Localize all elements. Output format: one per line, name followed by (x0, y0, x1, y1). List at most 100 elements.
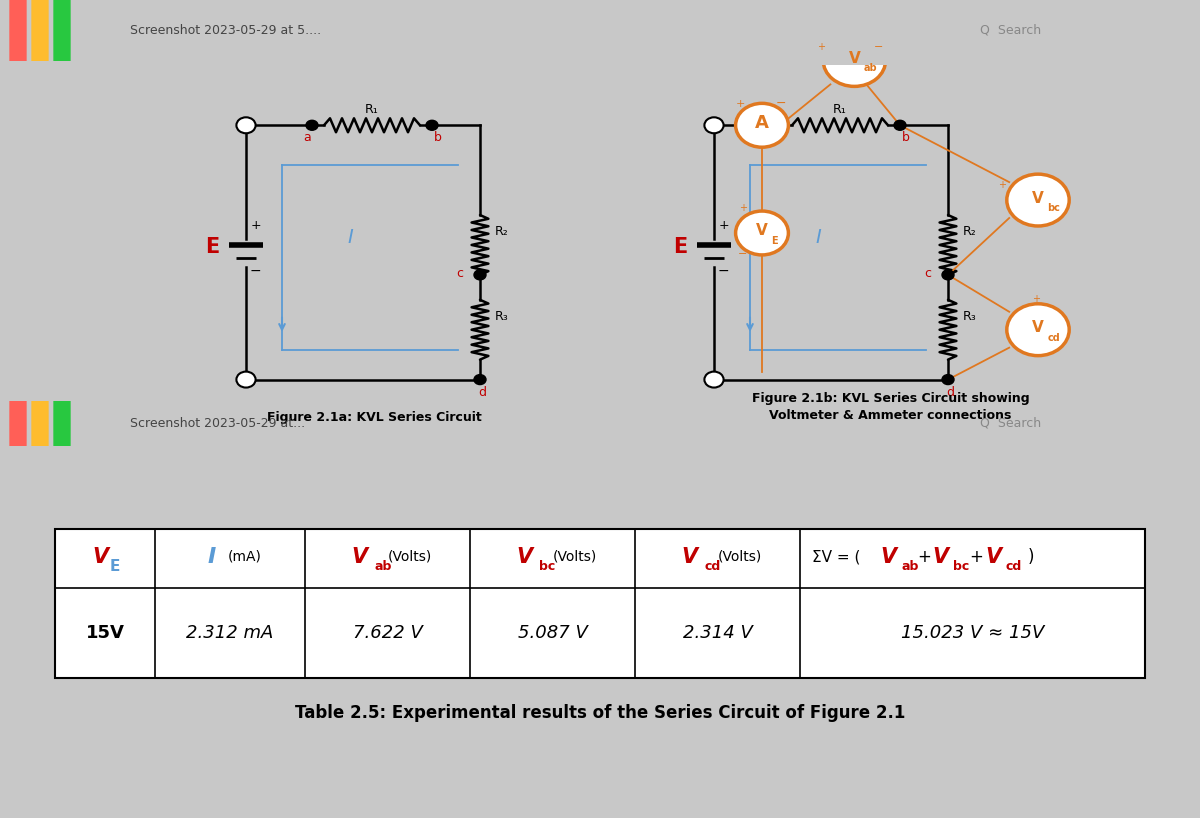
Text: +: + (251, 219, 260, 232)
Text: Q  Search: Q Search (980, 417, 1042, 429)
Text: cd: cd (1006, 560, 1022, 573)
Text: d: d (947, 385, 954, 398)
Text: Voltmeter & Ammeter connections: Voltmeter & Ammeter connections (769, 410, 1012, 422)
Text: V: V (1032, 191, 1044, 205)
Circle shape (942, 375, 954, 384)
Text: a: a (304, 131, 311, 144)
Text: 2.314 V: 2.314 V (683, 624, 752, 642)
Text: E: E (673, 237, 688, 257)
Text: Screenshot 2023-05-29 at...: Screenshot 2023-05-29 at... (130, 417, 305, 429)
Circle shape (32, 0, 48, 515)
Text: 5.087 V: 5.087 V (517, 624, 588, 642)
Text: E: E (205, 237, 220, 257)
Text: R₃: R₃ (494, 310, 508, 323)
Text: 2.312 mA: 2.312 mA (186, 624, 274, 642)
Text: (mA): (mA) (228, 550, 262, 564)
Text: R₃: R₃ (962, 310, 976, 323)
Circle shape (823, 34, 886, 87)
Text: ab: ab (374, 560, 392, 573)
Circle shape (474, 270, 486, 280)
Text: d: d (479, 385, 486, 398)
Text: A: A (755, 115, 769, 133)
Text: cd: cd (704, 560, 721, 573)
Text: Table 2.5: Experimental results of the Series Circuit of Figure 2.1: Table 2.5: Experimental results of the S… (295, 704, 905, 722)
Text: +: + (1032, 294, 1039, 303)
Text: +: + (736, 99, 745, 110)
Circle shape (236, 371, 256, 388)
Text: E: E (110, 559, 120, 574)
Text: R₁: R₁ (365, 103, 379, 116)
Text: V: V (932, 546, 948, 567)
Text: R₂: R₂ (494, 225, 508, 238)
Text: −: − (738, 249, 748, 259)
FancyBboxPatch shape (55, 528, 1145, 678)
Text: −: − (874, 43, 883, 52)
Circle shape (736, 103, 788, 147)
Text: E: E (772, 236, 779, 246)
Circle shape (32, 64, 48, 784)
Circle shape (236, 117, 256, 133)
Circle shape (736, 211, 788, 255)
Circle shape (54, 64, 70, 784)
Circle shape (10, 0, 26, 515)
Text: +: + (719, 219, 728, 232)
Text: (Volts): (Volts) (552, 550, 596, 564)
Text: −: − (776, 97, 786, 110)
Circle shape (774, 120, 786, 130)
Text: cd: cd (1048, 333, 1061, 343)
Text: V: V (682, 546, 697, 567)
Text: bc: bc (1048, 203, 1061, 213)
Text: −: − (250, 264, 262, 278)
Text: I: I (348, 228, 353, 247)
Text: Q  Search: Q Search (980, 24, 1042, 37)
Text: +: + (739, 203, 746, 213)
Text: a: a (772, 131, 779, 144)
Text: +: + (917, 547, 931, 565)
Text: V: V (92, 546, 108, 567)
Circle shape (54, 0, 70, 515)
Text: R₁: R₁ (833, 103, 847, 116)
Circle shape (704, 117, 724, 133)
Circle shape (306, 120, 318, 130)
Text: +: + (817, 43, 824, 52)
Text: (Volts): (Volts) (388, 550, 432, 564)
Text: 15V: 15V (85, 624, 125, 642)
Text: V: V (880, 546, 896, 567)
Text: −: − (1051, 210, 1061, 220)
Text: R₂: R₂ (962, 225, 976, 238)
Text: bc: bc (953, 560, 970, 573)
Text: Figure 2.1b: KVL Series Circuit showing: Figure 2.1b: KVL Series Circuit showing (751, 392, 1030, 405)
Text: +: + (998, 180, 1006, 190)
Text: c: c (924, 267, 931, 280)
Circle shape (426, 120, 438, 130)
Text: b: b (434, 131, 442, 144)
Text: c: c (456, 267, 463, 280)
Text: V: V (516, 546, 533, 567)
Text: V: V (352, 546, 367, 567)
Circle shape (474, 375, 486, 384)
Text: b: b (902, 131, 910, 144)
Text: 7.622 V: 7.622 V (353, 624, 422, 642)
Circle shape (1007, 174, 1069, 226)
Text: +: + (970, 547, 983, 565)
Text: I: I (208, 546, 216, 567)
Text: Screenshot 2023-05-29 at 5....: Screenshot 2023-05-29 at 5.... (130, 24, 322, 37)
Text: ab: ab (901, 560, 918, 573)
Text: ab: ab (864, 64, 877, 74)
Text: 15.023 V ≈ 15V: 15.023 V ≈ 15V (901, 624, 1044, 642)
Text: V: V (1032, 320, 1044, 335)
Text: Figure 2.1a: KVL Series Circuit: Figure 2.1a: KVL Series Circuit (268, 411, 481, 425)
Text: V: V (985, 546, 1001, 567)
Circle shape (10, 64, 26, 784)
Circle shape (704, 371, 724, 388)
Circle shape (942, 270, 954, 280)
Text: ΣV = (: ΣV = ( (812, 549, 860, 564)
Text: ): ) (1028, 547, 1034, 565)
Text: I: I (816, 228, 821, 247)
Text: −: − (718, 264, 730, 278)
Text: V: V (848, 51, 860, 66)
Text: V: V (756, 223, 768, 239)
Text: −: − (1057, 339, 1067, 349)
Circle shape (894, 120, 906, 130)
Text: bc: bc (540, 560, 556, 573)
